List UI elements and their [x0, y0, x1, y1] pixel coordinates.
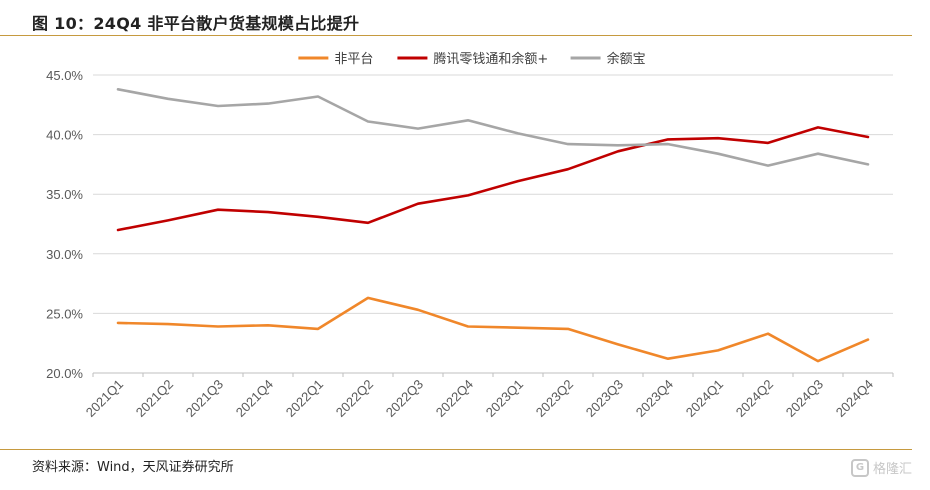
x-tick-label: 2024Q4 — [833, 377, 876, 420]
y-tick-label: 20.0% — [46, 366, 83, 381]
x-tick-label: 2021Q3 — [183, 377, 226, 420]
x-tick-label: 2023Q1 — [483, 377, 526, 420]
series-line — [116, 88, 870, 167]
x-tick-label: 2021Q1 — [83, 377, 126, 420]
legend-label: 非平台 — [334, 52, 373, 67]
x-tick-label: 2024Q2 — [733, 377, 776, 420]
x-tick-label: 2023Q2 — [533, 377, 576, 420]
x-tick-label: 2022Q3 — [383, 377, 426, 420]
legend-label: 余额宝 — [607, 51, 646, 67]
x-tick-label: 2024Q1 — [683, 377, 726, 420]
bottom-rule — [0, 449, 912, 450]
x-tick-label: 2022Q4 — [433, 377, 476, 420]
x-tick-label: 2023Q4 — [633, 377, 676, 420]
x-tick-label: 2022Q1 — [283, 377, 326, 420]
figure-title: 图 10：24Q4 非平台散户货基规模占比提升 — [32, 14, 360, 33]
x-tick-label: 2021Q4 — [233, 377, 276, 420]
y-tick-label: 35.0% — [46, 187, 83, 202]
top-rule — [0, 35, 912, 36]
y-tick-label: 40.0% — [46, 128, 83, 143]
watermark-text: 格隆汇 — [872, 462, 912, 477]
series-line — [116, 126, 870, 232]
x-tick-label: 2021Q2 — [133, 377, 176, 420]
legend-label: 腾讯零钱通和余额+ — [433, 51, 548, 67]
source-note: 资料来源：Wind，天风证券研究所 — [32, 460, 234, 475]
y-tick-label: 45.0% — [46, 68, 83, 83]
x-tick-label: 2023Q3 — [583, 377, 626, 420]
series-line — [116, 296, 870, 363]
x-tick-label: 2022Q2 — [333, 377, 376, 420]
watermark: G 格隆汇 — [850, 458, 912, 477]
x-tick-label: 2024Q3 — [783, 377, 826, 420]
y-tick-label: 25.0% — [46, 306, 83, 321]
y-tick-label: 30.0% — [46, 247, 83, 262]
watermark-logo-icon: G — [850, 458, 869, 477]
